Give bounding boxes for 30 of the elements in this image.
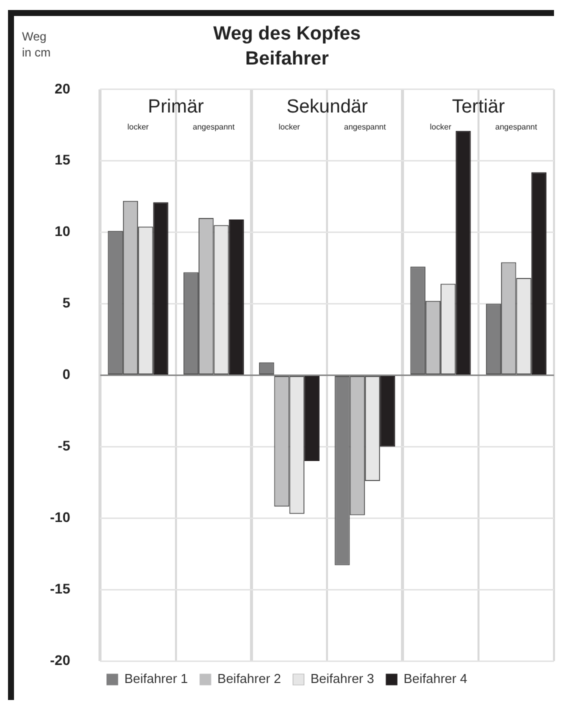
legend-label: Beifahrer 2 [217, 671, 282, 686]
y-tick-label: -15 [50, 580, 70, 596]
annotation: Sekundär [286, 96, 368, 118]
x-tick-label: angespannt [192, 122, 236, 132]
x-tick-label: angespannt [495, 122, 538, 132]
x-tick-label: locker [430, 122, 452, 132]
y-tick-label: -10 [50, 508, 70, 525]
y-tick-label: 10 [54, 223, 70, 240]
bar [228, 219, 244, 374]
bar [380, 376, 396, 447]
bar [456, 130, 471, 374]
annotation: Tertiär [452, 96, 506, 118]
legend-label: Beifahrer 4 [404, 671, 468, 686]
x-tick-label: angespannt [344, 122, 387, 132]
y-tick-label: 20 [54, 80, 70, 96]
bar [531, 172, 546, 374]
bar [153, 202, 168, 374]
y-tick-label: 15 [54, 152, 70, 168]
annotation: Primär [148, 96, 204, 118]
y-axis-title: Weg in cm [22, 29, 51, 60]
chart-title: Weg des Kopfes Beifahrer [213, 24, 361, 70]
legend-label: Beifahrer 3 [310, 671, 374, 686]
legend-label: Beifahrer 1 [124, 671, 188, 686]
x-tick-label: locker [127, 122, 150, 132]
y-tick-label: 0 [62, 366, 70, 382]
y-tick-label: -20 [50, 652, 70, 668]
y-tick-label: -5 [58, 438, 70, 454]
y-tick-label: 5 [62, 294, 70, 311]
x-tick-label: locker [278, 122, 300, 132]
bar [304, 376, 320, 461]
